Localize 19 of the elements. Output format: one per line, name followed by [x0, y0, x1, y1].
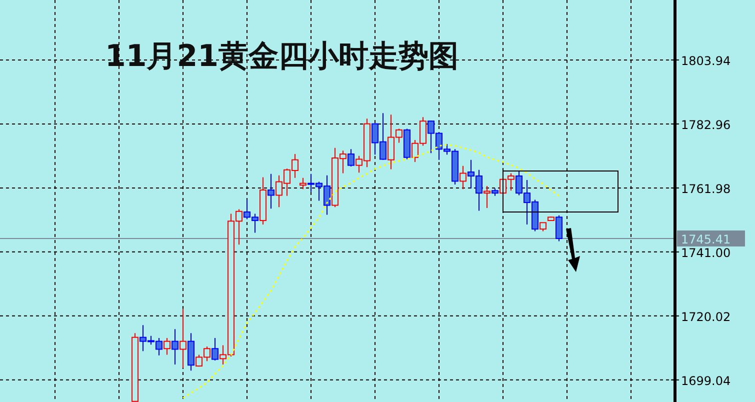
candlestick: [188, 332, 194, 372]
y-tick-label: 1720.02: [681, 310, 731, 324]
y-tick-label: 1803.94: [681, 54, 731, 68]
candlestick: [180, 308, 186, 368]
candlestick: [300, 177, 306, 190]
y-tick-label: 1761.98: [681, 182, 731, 196]
candlestick: [212, 337, 218, 362]
candlestick: [348, 148, 354, 168]
candlestick: [268, 173, 274, 210]
candlestick: [172, 328, 178, 365]
y-tick-label: 1782.96: [681, 118, 731, 132]
candlestick: [164, 337, 170, 356]
ref-line-label: 1745.41: [681, 232, 731, 246]
candlestick: [460, 165, 466, 190]
y-tick-label: 1699.04: [681, 374, 731, 388]
text: 11月21黄金四小时走势图: [105, 39, 458, 74]
candlestick: [556, 214, 562, 242]
candlestick: [484, 186, 490, 209]
y-tick-label: 1741.00: [681, 246, 731, 260]
